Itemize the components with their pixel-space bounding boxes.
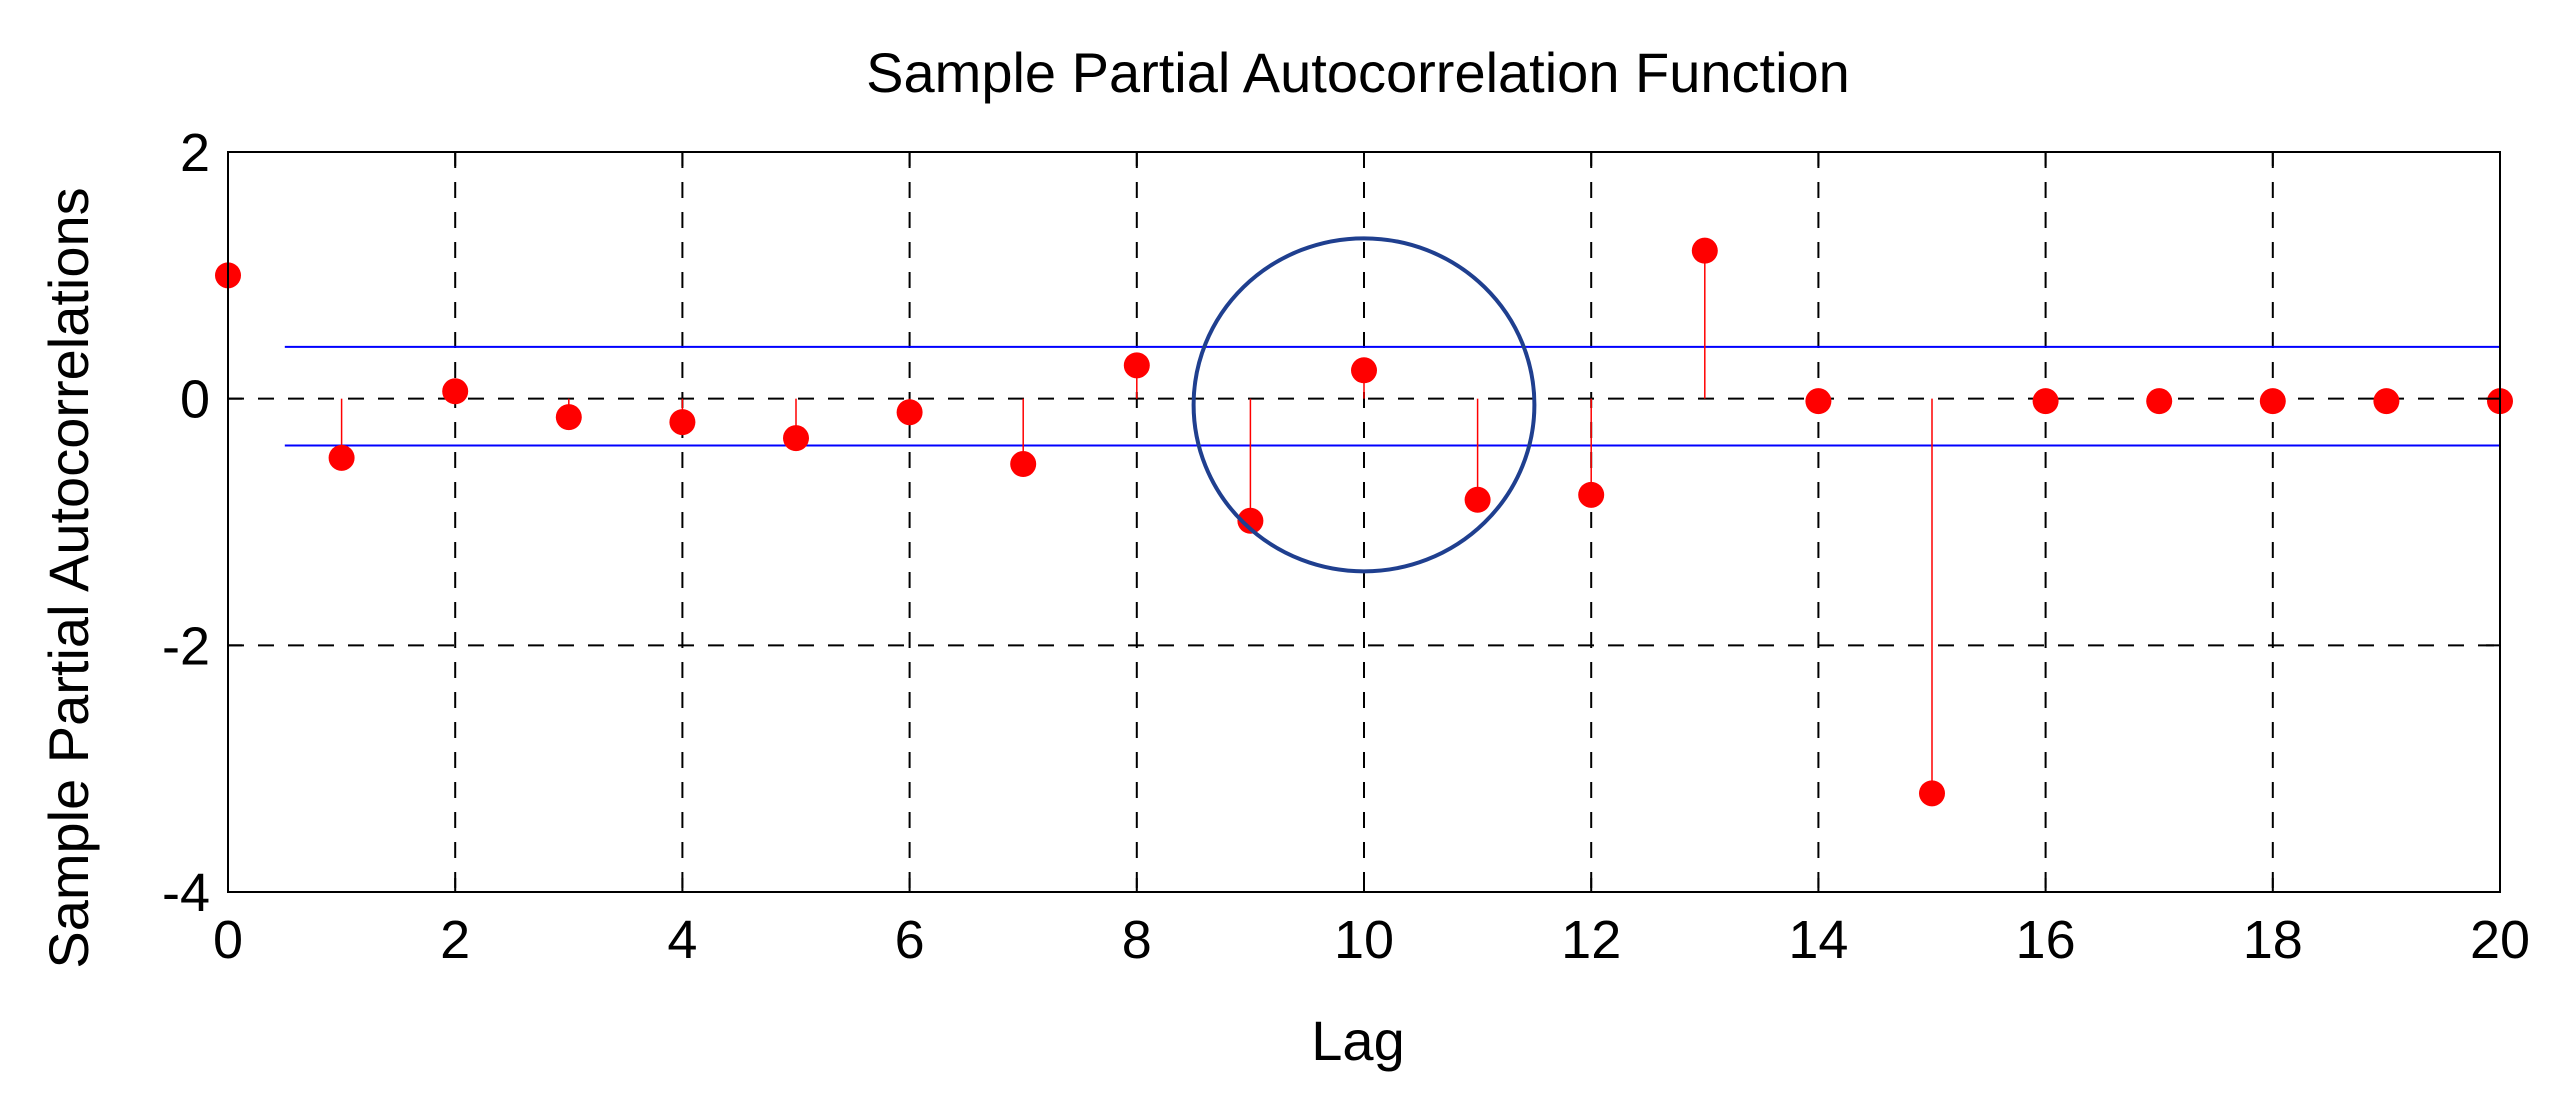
stem-marker <box>442 378 469 405</box>
stem-marker <box>1919 780 1945 807</box>
stem-marker <box>2032 388 2059 415</box>
y-tick-label: -2 <box>162 616 210 676</box>
x-tick-label: 2 <box>440 910 470 970</box>
x-tick-label: 10 <box>1334 910 1394 970</box>
stem-marker <box>896 399 923 426</box>
x-axis-label: Lag <box>1311 1009 1404 1072</box>
y-axis-ticks: -4 -2 0 2 <box>162 123 2500 923</box>
highlight-circle <box>1191 236 1537 574</box>
x-tick-label: 0 <box>213 910 243 970</box>
x-tick-label: 20 <box>2470 910 2530 970</box>
stem-marker <box>783 425 809 452</box>
x-tick-label: 6 <box>895 910 925 970</box>
x-axis-ticks: 0 2 4 6 8 10 12 14 16 18 20 <box>213 152 2530 970</box>
confidence-bounds <box>284 345 2500 447</box>
x-tick-label: 14 <box>1788 910 1848 970</box>
stem-marker <box>1805 388 1832 415</box>
stem-marker <box>1237 507 1264 534</box>
x-tick-label: 16 <box>2016 910 2076 970</box>
stem-marker <box>328 444 355 471</box>
y-tick-label: 0 <box>180 370 210 430</box>
y-tick-label: 2 <box>180 123 210 183</box>
y-axis-label: Sample Partial Autocorrelations <box>37 187 100 968</box>
grid-lines <box>228 152 2500 892</box>
stem-marker <box>555 404 582 431</box>
stem-marker <box>2259 388 2286 415</box>
stem-marker <box>1123 352 1150 379</box>
stem-marker <box>1351 357 1377 384</box>
stem-series <box>215 237 2513 807</box>
x-tick-label: 8 <box>1122 910 1152 970</box>
x-tick-label: 12 <box>1561 910 1621 970</box>
x-tick-label: 18 <box>2243 910 2303 970</box>
stem-marker <box>1691 237 1718 264</box>
stem-marker <box>1010 451 1037 478</box>
stem-marker <box>2373 388 2400 415</box>
stem-marker <box>669 409 696 436</box>
x-tick-label: 4 <box>667 910 697 970</box>
stem-marker <box>1464 486 1491 513</box>
y-tick-label: -4 <box>162 863 210 923</box>
annotation-layer <box>1191 236 1537 574</box>
chart-title: Sample Partial Autocorrelation Function <box>866 41 1850 104</box>
stem-marker <box>2146 388 2173 415</box>
stem-marker <box>1578 481 1605 508</box>
